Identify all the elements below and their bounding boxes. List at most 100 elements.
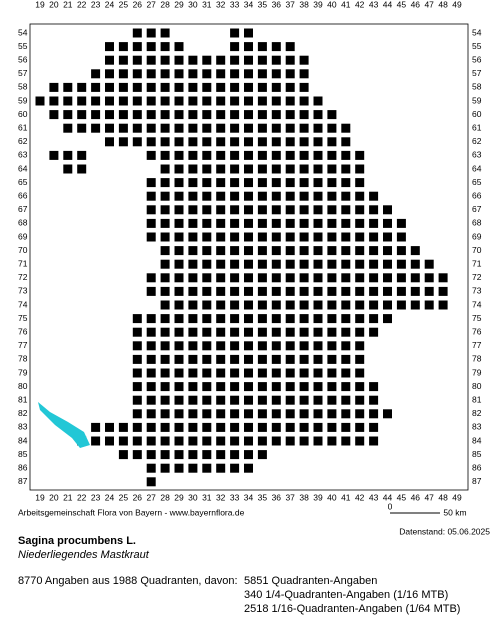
occurrence-square	[160, 463, 170, 473]
occurrence-square	[132, 354, 142, 364]
occurrence-square	[355, 314, 365, 324]
column-label: 22	[77, 492, 87, 502]
column-label: 32	[216, 0, 226, 9]
occurrence-square	[202, 395, 212, 405]
occurrence-square	[244, 368, 253, 378]
occurrence-square	[118, 55, 128, 65]
occurrence-square	[327, 395, 337, 405]
occurrence-square	[216, 382, 226, 392]
occurrence-square	[327, 273, 337, 283]
occurrence-square	[132, 327, 142, 337]
occurrence-square	[313, 178, 323, 188]
column-label: 30	[188, 492, 198, 502]
occurrence-square	[230, 450, 240, 460]
occurrence-square	[299, 354, 309, 364]
occurrence-square	[313, 327, 323, 337]
occurrence-square	[174, 341, 184, 351]
occurrence-square	[244, 205, 253, 215]
occurrence-square	[257, 450, 267, 460]
occurrence-square	[299, 273, 309, 283]
occurrence-square	[230, 137, 240, 147]
occurrence-square	[230, 259, 240, 269]
occurrence-square	[271, 191, 281, 201]
occurrence-square	[216, 368, 226, 378]
occurrence-square	[257, 218, 267, 228]
column-label: 36	[272, 492, 282, 502]
occurrence-square	[285, 300, 295, 310]
occurrence-square	[202, 354, 212, 364]
row-label: 57	[472, 68, 482, 78]
occurrence-square	[216, 314, 226, 324]
row-label: 77	[18, 340, 28, 350]
occurrence-square	[244, 314, 253, 324]
row-label: 58	[18, 82, 28, 92]
occurrence-square	[257, 205, 267, 215]
occurrence-square	[285, 327, 295, 337]
row-label: 58	[472, 82, 482, 92]
credit: Arbeitsgemeinschaft Flora von Bayern - w…	[18, 507, 245, 517]
occurrence-square	[424, 300, 434, 310]
occurrence-square	[132, 110, 142, 120]
occurrence-square	[396, 300, 406, 310]
occurrence-square	[146, 341, 156, 351]
occurrence-square	[257, 69, 267, 79]
occurrence-square	[313, 382, 323, 392]
column-label: 45	[397, 0, 407, 9]
occurrence-square	[410, 273, 420, 283]
occurrence-square	[188, 110, 198, 120]
occurrence-square	[271, 273, 281, 283]
occurrence-square	[369, 286, 379, 296]
occurrence-square	[230, 123, 240, 133]
column-label: 39	[313, 492, 323, 502]
column-label: 43	[369, 492, 379, 502]
occurrence-square	[285, 422, 295, 432]
occurrence-square	[230, 314, 240, 324]
occurrence-square	[216, 436, 226, 446]
occurrence-square	[271, 205, 281, 215]
occurrence-square	[438, 286, 448, 296]
occurrence-square	[216, 55, 226, 65]
column-label: 49	[452, 0, 462, 9]
stats-line: 5851 Quadranten-Angaben	[244, 575, 377, 587]
occurrence-square	[244, 191, 253, 201]
column-label: 30	[188, 0, 198, 9]
column-label: 47	[424, 0, 434, 9]
occurrence-square	[355, 436, 365, 446]
column-label: 42	[355, 0, 365, 9]
occurrence-square	[202, 246, 212, 256]
occurrence-square	[160, 341, 170, 351]
occurrence-square	[216, 191, 226, 201]
occurrence-square	[396, 286, 406, 296]
occurrence-square	[132, 368, 142, 378]
column-label: 25	[119, 492, 129, 502]
occurrence-square	[299, 246, 309, 256]
occurrence-square	[271, 69, 281, 79]
row-label: 63	[472, 150, 482, 160]
occurrence-square	[174, 300, 184, 310]
column-label: 24	[105, 492, 115, 502]
occurrence-square	[230, 463, 240, 473]
occurrence-square	[257, 137, 267, 147]
column-label: 29	[174, 0, 184, 9]
occurrence-square	[146, 368, 156, 378]
occurrence-square	[132, 123, 142, 133]
occurrence-square	[160, 422, 170, 432]
occurrence-square	[285, 110, 295, 120]
occurrence-square	[424, 259, 434, 269]
occurrence-square	[63, 123, 73, 133]
occurrence-square	[230, 409, 240, 419]
occurrence-square	[244, 164, 253, 174]
occurrence-square	[313, 422, 323, 432]
occurrence-square	[160, 450, 170, 460]
occurrence-square	[132, 82, 142, 92]
occurrence-square	[160, 110, 170, 120]
occurrence-square	[132, 28, 142, 38]
occurrence-square	[285, 164, 295, 174]
occurrence-square	[244, 178, 253, 188]
occurrence-square	[271, 354, 281, 364]
occurrence-square	[160, 259, 170, 269]
row-label: 81	[18, 394, 28, 404]
column-label: 42	[355, 492, 365, 502]
occurrence-square	[105, 137, 114, 147]
row-label: 70	[18, 245, 28, 255]
